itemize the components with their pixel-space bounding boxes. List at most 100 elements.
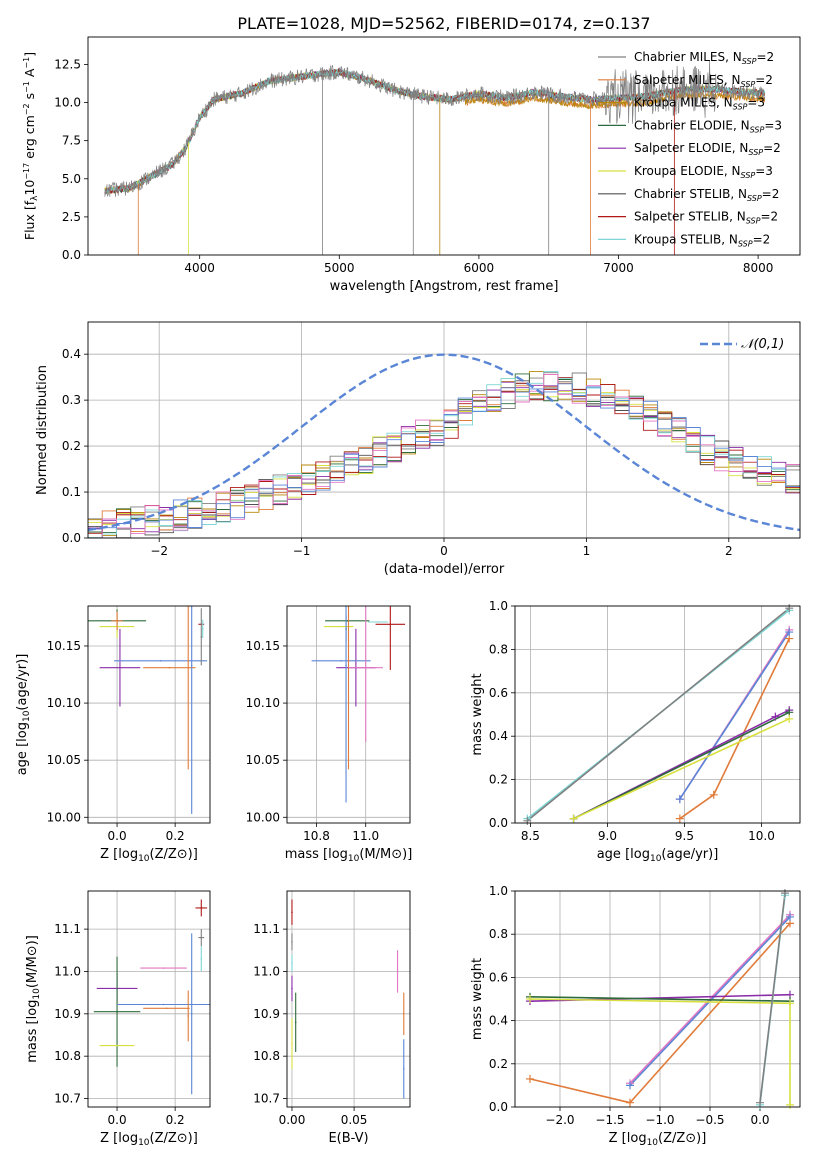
legend-rest: =2 bbox=[762, 187, 780, 201]
x-tick-label: 11.0 bbox=[352, 829, 379, 843]
data-point bbox=[346, 620, 349, 622]
weight-line bbox=[679, 631, 790, 800]
x-tick-label: 5000 bbox=[324, 261, 355, 275]
y-tick-label: 1.0 bbox=[489, 884, 508, 898]
y-tick-label: 11.0 bbox=[253, 964, 280, 978]
y-tick-label: 10.05 bbox=[47, 753, 81, 767]
data-point bbox=[337, 625, 340, 628]
legend-rest: =2 bbox=[760, 210, 778, 224]
y-axis-label-part: −1 bbox=[22, 81, 31, 93]
legend-label: Kroupa MILES, NSSP=3 bbox=[634, 96, 765, 112]
y-tick-label: 0.6 bbox=[489, 686, 508, 700]
legend-sub: SSP bbox=[741, 80, 756, 89]
panel-age-vs-mass: 10.8 11.0 10.00 10.05 10.10 10.15 mass [log10(… bbox=[246, 605, 412, 864]
panel-spectrum: 4000 5000 6000 7000 8000 0.0 2.5 5.0 7.5 10.0 12.5… bbox=[22, 36, 801, 294]
data-point bbox=[345, 664, 347, 667]
data-point bbox=[200, 957, 203, 960]
plot-area bbox=[526, 607, 790, 822]
y-tick-label: 0.8 bbox=[489, 927, 508, 941]
y-tick-label: 0.2 bbox=[489, 1057, 508, 1071]
y-axis-label-sub: 10 bbox=[22, 710, 32, 722]
legend-sub: SSP bbox=[741, 171, 756, 180]
x-axis-label: Z [log10(Z/Z⊙)] bbox=[609, 1131, 707, 1148]
y-tick-label: 10.8 bbox=[253, 1049, 280, 1063]
axes-frame bbox=[87, 321, 801, 539]
plot-area bbox=[88, 353, 800, 538]
data-point bbox=[340, 660, 342, 662]
data-point bbox=[200, 907, 203, 909]
plot-area bbox=[104, 60, 766, 255]
legend-rest: =2 bbox=[753, 232, 771, 246]
data-point bbox=[162, 967, 165, 969]
data-point bbox=[347, 660, 350, 662]
x-tick-label: 7000 bbox=[603, 261, 634, 275]
weight-line bbox=[573, 718, 790, 820]
data-point bbox=[291, 1042, 293, 1045]
legend-label: Chabrier STELIB, NSSP=2 bbox=[634, 187, 779, 203]
legend-sub: SSP bbox=[746, 217, 761, 226]
y-tick-label: 0.0 bbox=[62, 531, 81, 545]
x-axis-label-rest: (age/yr)] bbox=[661, 847, 718, 862]
x-tick-label: 0.2 bbox=[166, 829, 185, 843]
panel-mass-vs-z: 0.0 0.2 10.7 10.8 10.9 11.0 11.1 Z [log10(Z/Z⊙)… bbox=[25, 890, 211, 1148]
y-tick-label: 10.10 bbox=[47, 696, 81, 710]
data-point bbox=[116, 620, 118, 622]
weight-marker bbox=[709, 790, 718, 799]
weight-line bbox=[529, 996, 791, 1002]
y-tick-label: 0.2 bbox=[62, 439, 81, 453]
y-axis-label: age [log10(age/yr)] bbox=[15, 654, 32, 776]
legend-label: 𝒩(0,1) bbox=[741, 337, 784, 352]
data-point bbox=[116, 1010, 118, 1013]
weight-marker bbox=[781, 889, 789, 898]
data-point bbox=[162, 1003, 165, 1006]
y-tick-label: 0.3 bbox=[62, 393, 81, 407]
y-axis-label: Normed distribution bbox=[35, 365, 50, 495]
x-tick-label: −1.5 bbox=[595, 1113, 624, 1127]
y-tick-label: 0.4 bbox=[489, 1014, 508, 1028]
legend-sub: SSP bbox=[733, 103, 748, 112]
y-tick-label: 5.0 bbox=[62, 172, 81, 186]
data-point bbox=[187, 1015, 190, 1017]
x-tick-label: 10.0 bbox=[748, 829, 775, 843]
weight-line bbox=[629, 916, 791, 1086]
x-axis-label-rest: (Z/Z⊙)] bbox=[150, 1131, 198, 1146]
x-axis-label: E(B-V) bbox=[328, 1131, 368, 1146]
axes-frame bbox=[514, 890, 801, 1108]
legend-label: Salpeter ELODIE, NSSP=2 bbox=[634, 141, 781, 157]
x-tick-label: 10.8 bbox=[303, 829, 330, 843]
x-tick-label: 1 bbox=[583, 544, 591, 558]
legend-sub: SSP bbox=[738, 239, 753, 248]
data-point bbox=[187, 660, 190, 662]
x-axis-label: Z [log10(Z/Z⊙)] bbox=[100, 847, 198, 864]
x-axis-label: (data-model)/error bbox=[384, 562, 505, 577]
y-axis-label: Flux [fλ10−17 erg cm−2 s−1 A−1] bbox=[22, 52, 40, 240]
x-tick-label: 0 bbox=[440, 544, 448, 558]
x-tick-label: 0.00 bbox=[279, 1113, 306, 1127]
data-point bbox=[165, 1007, 168, 1010]
weight-marker bbox=[626, 1081, 634, 1090]
y-axis-label-sub: 10 bbox=[32, 988, 42, 1000]
weight-marker bbox=[771, 712, 780, 721]
y-axis-label-part: −2 bbox=[22, 103, 31, 115]
x-tick-label: 8.5 bbox=[521, 829, 540, 843]
y-axis-label: mass [log10(M/M⊙)] bbox=[25, 935, 42, 1063]
histogram-step bbox=[88, 383, 800, 530]
data-point bbox=[389, 623, 392, 626]
y-tick-label: 0.4 bbox=[489, 729, 508, 743]
x-tick-label: −2 bbox=[150, 544, 168, 558]
axes-frame bbox=[286, 890, 411, 1108]
y-tick-label: 0.0 bbox=[489, 1100, 508, 1114]
x-axis-label-rest: (Z/Z⊙)] bbox=[150, 847, 198, 862]
x-axis-label: wavelength [Angstrom, rest frame] bbox=[330, 279, 559, 294]
x-axis-label-sub: 10 bbox=[138, 1138, 150, 1148]
data-point bbox=[116, 1044, 118, 1047]
axes-frame bbox=[286, 605, 411, 824]
x-tick-label: 0.0 bbox=[750, 1113, 769, 1127]
x-tick-label: 0.05 bbox=[341, 1113, 368, 1127]
axes-frame bbox=[87, 890, 211, 1108]
data-point bbox=[396, 970, 399, 973]
x-axis-label-rest: (M/M⊙)] bbox=[359, 847, 412, 862]
legend-rest: =2 bbox=[763, 141, 781, 155]
y-tick-label: 10.15 bbox=[246, 639, 280, 653]
y-tick-label: 10.9 bbox=[54, 1007, 81, 1021]
